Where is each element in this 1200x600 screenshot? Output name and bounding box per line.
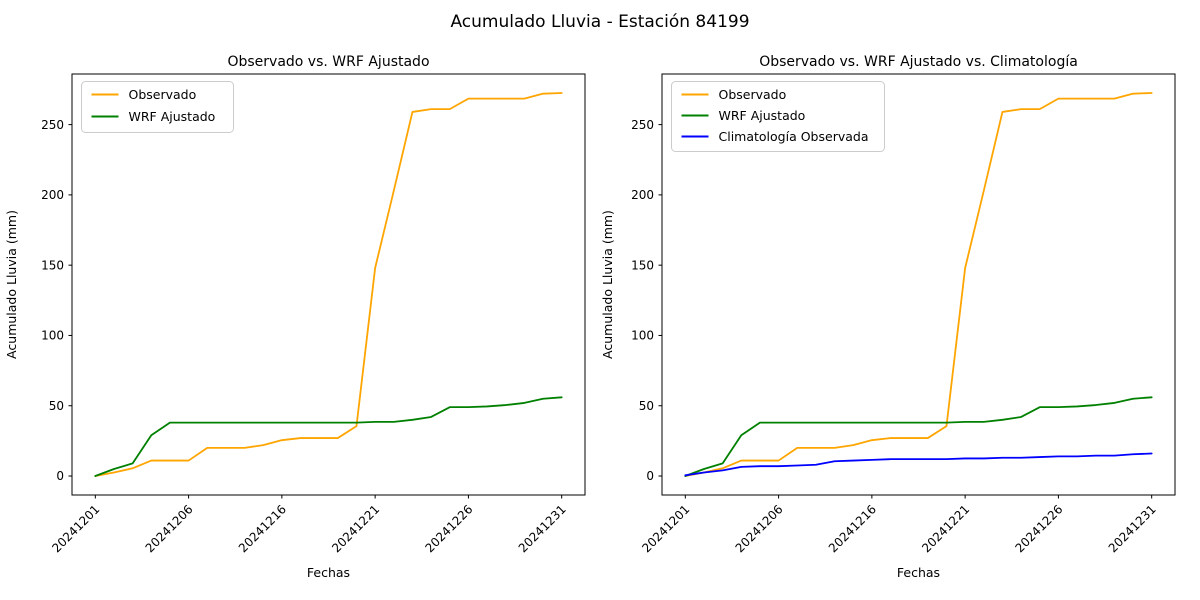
x-tick-label: 20241226: [1012, 502, 1065, 555]
subplot-left: 0 50 100 150 200 250 20241201 20241206 20241216 2…: [4, 54, 586, 580]
y-tick-label: 250: [631, 118, 654, 132]
x-tick-label: 20241216: [826, 502, 879, 555]
y-axis-label: Acumulado Lluvia (mm): [4, 210, 19, 359]
x-axis-label: Fechas: [307, 565, 350, 580]
x-tick-label: 20241226: [422, 502, 475, 555]
x-tick-label: 20241231: [1106, 502, 1159, 555]
series-line-observado: [94, 92, 563, 477]
series-line-observado: [684, 92, 1153, 477]
chart-title: Observado vs. WRF Ajustado vs. Climatolo…: [759, 54, 1078, 70]
y-tick-label: 100: [631, 329, 654, 343]
subplot-right: 0 50 100 150 200 250 20241201 20241206 20241216 2…: [600, 54, 1176, 580]
x-tick-label: 20241221: [329, 502, 382, 555]
y-tick-label: 200: [631, 188, 654, 202]
x-tick-label: 20241206: [733, 502, 786, 555]
axes-frame: [71, 73, 586, 496]
x-tick-label: 20241206: [143, 502, 196, 555]
y-tick-label: 200: [41, 188, 64, 202]
figure-suptitle: Acumulado Lluvia - Estación 84199: [450, 12, 750, 32]
x-tick-label: 20241231: [516, 502, 569, 555]
x-axis-label: Fechas: [897, 565, 940, 580]
x-tick-label: 20241201: [49, 502, 102, 555]
legend-label-observado: Observado: [719, 87, 787, 102]
y-tick-label: 100: [41, 329, 64, 343]
y-tick-label: 150: [631, 258, 654, 272]
y-tick-label: 50: [49, 399, 64, 413]
y-tick-label: 50: [639, 399, 654, 413]
legend-label-observado: Observado: [129, 87, 197, 102]
series-line-wrf-ajustado: [684, 396, 1153, 477]
series-line-climatologia-observada: [684, 452, 1153, 477]
legend-box: [81, 81, 234, 133]
chart-title: Observado vs. WRF Ajustado: [227, 54, 429, 70]
y-tick-label: 0: [646, 469, 654, 483]
y-tick-label: 0: [56, 469, 64, 483]
y-tick-label: 250: [41, 118, 64, 132]
x-tick-label: 20241221: [919, 502, 972, 555]
x-tick-label: 20241201: [639, 502, 692, 555]
series-line-wrf-ajustado: [94, 396, 563, 477]
legend-label-wrf-ajustado: WRF Ajustado: [129, 109, 216, 124]
legend-label-wrf-ajustado: WRF Ajustado: [719, 108, 806, 123]
legend-box: [671, 81, 885, 152]
y-tick-label: 150: [41, 258, 64, 272]
x-tick-label: 20241216: [236, 502, 289, 555]
axes-frame: [661, 73, 1176, 496]
legend-label-climatologia-observada: Climatología Observada: [719, 129, 869, 144]
y-axis-label: Acumulado Lluvia (mm): [600, 210, 615, 359]
